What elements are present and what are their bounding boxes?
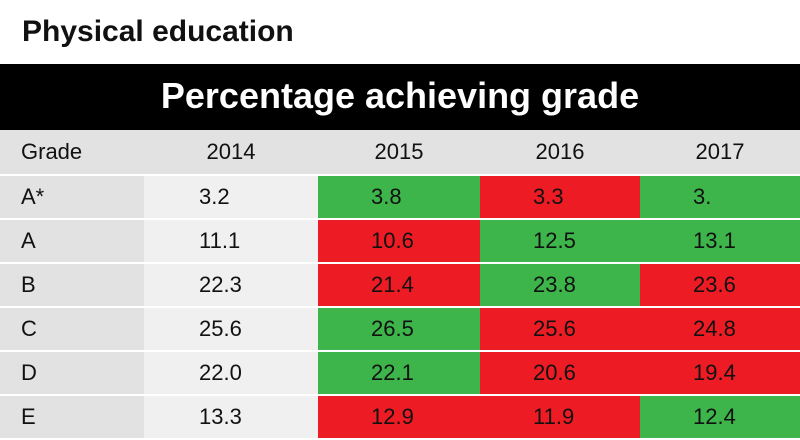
- table-row: D 22.0 22.1 20.6 19.4: [0, 351, 800, 396]
- grade-cell: B: [0, 263, 144, 308]
- grade-cell: C: [0, 307, 144, 352]
- value-cell-2014: 3.2: [144, 175, 318, 220]
- column-header-2014: 2014: [144, 130, 318, 176]
- page-title: Physical education: [22, 15, 294, 48]
- value-cell-2016: 20.6: [480, 351, 640, 396]
- table-row: A* 3.2 3.8 3.3 3.: [0, 175, 800, 220]
- grade-cell: D: [0, 351, 144, 396]
- value-cell-2017: 23.6: [640, 263, 800, 308]
- grade-cell: A*: [0, 175, 144, 220]
- value-cell-2014: 13.3: [144, 395, 318, 440]
- value-cell-2017: 13.1: [640, 219, 800, 264]
- value-cell-2014: 22.3: [144, 263, 318, 308]
- table-banner: Percentage achieving grade: [0, 64, 800, 130]
- value-cell-2015: 3.8: [318, 175, 480, 220]
- value-cell-2015: 12.9: [318, 395, 480, 440]
- value-cell-2017: 3.: [640, 175, 800, 220]
- table-body: A* 3.2 3.8 3.3 3. A 11.1 10.6 12.5 13.1 B 22.3 21.4 2…: [0, 175, 800, 440]
- value-cell-2016: 3.3: [480, 175, 640, 220]
- value-cell-2016: 23.8: [480, 263, 640, 308]
- table-row: E 13.3 12.9 11.9 12.4: [0, 395, 800, 440]
- value-cell-2017: 19.4: [640, 351, 800, 396]
- value-cell-2014: 11.1: [144, 219, 318, 264]
- value-cell-2015: 26.5: [318, 307, 480, 352]
- column-header-grade: Grade: [0, 130, 144, 176]
- header-row: Grade 2014 2015 2016 2017: [0, 130, 800, 176]
- value-cell-2017: 24.8: [640, 307, 800, 352]
- grade-cell: A: [0, 219, 144, 264]
- value-cell-2015: 22.1: [318, 351, 480, 396]
- value-cell-2017: 12.4: [640, 395, 800, 440]
- table-row: A 11.1 10.6 12.5 13.1: [0, 219, 800, 264]
- value-cell-2014: 22.0: [144, 351, 318, 396]
- value-cell-2015: 10.6: [318, 219, 480, 264]
- value-cell-2016: 11.9: [480, 395, 640, 440]
- value-cell-2014: 25.6: [144, 307, 318, 352]
- column-header-2017: 2017: [640, 130, 800, 176]
- table-row: C 25.6 26.5 25.6 24.8: [0, 307, 800, 352]
- value-cell-2016: 25.6: [480, 307, 640, 352]
- value-cell-2016: 12.5: [480, 219, 640, 264]
- column-header-2016: 2016: [480, 130, 640, 176]
- grade-table: Grade 2014 2015 2016 2017 A* 3.2 3.8 3.3 3. A…: [0, 130, 800, 440]
- column-header-2015: 2015: [318, 130, 480, 176]
- table-row: B 22.3 21.4 23.8 23.6: [0, 263, 800, 308]
- grade-cell: E: [0, 395, 144, 440]
- value-cell-2015: 21.4: [318, 263, 480, 308]
